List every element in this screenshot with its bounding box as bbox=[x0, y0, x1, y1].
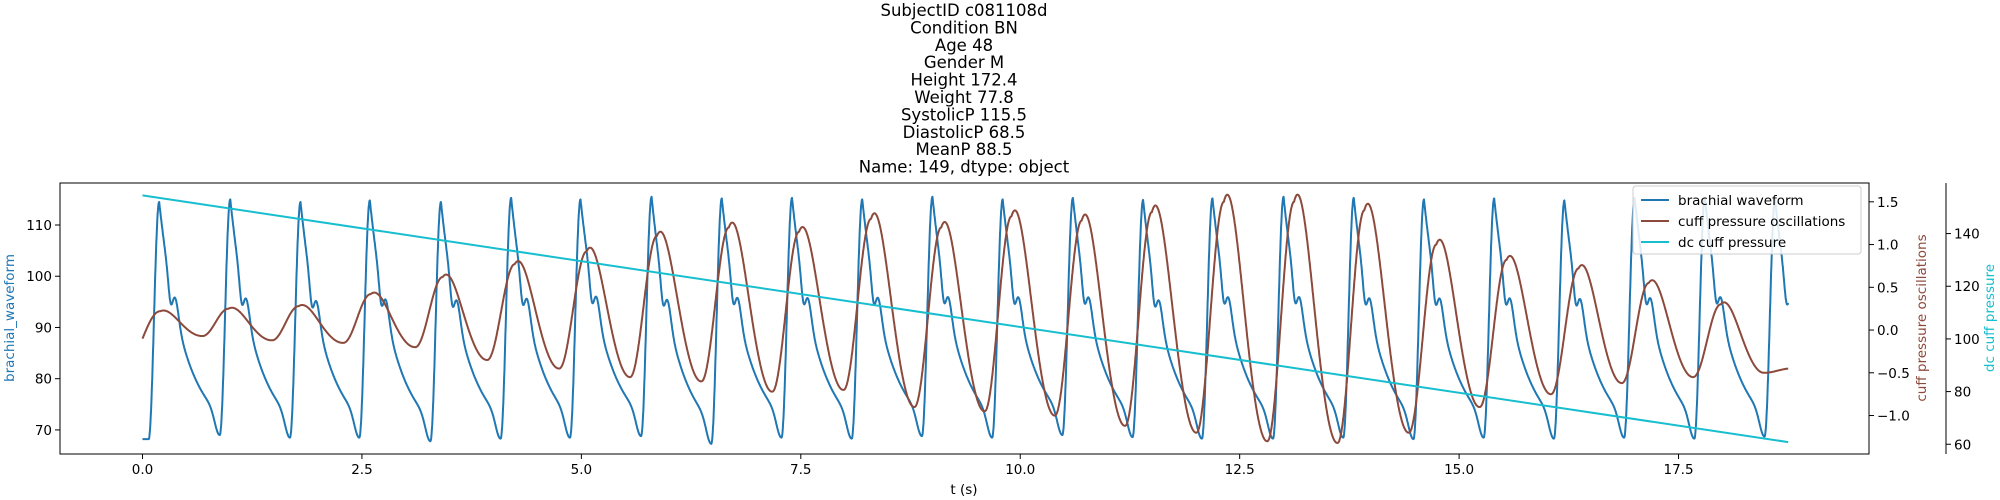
y-left-tick-label: 110 bbox=[26, 218, 52, 234]
x-tick-label: 15.0 bbox=[1444, 462, 1474, 478]
y-axis-right-dc-label: dc cuff pressure bbox=[1982, 264, 1998, 372]
y-right-oscillations-tick-label: 0.0 bbox=[1877, 323, 1898, 339]
x-axis: 0.0 2.5 5.0 7.5 10.0 12.5 15.0 17.5 bbox=[132, 454, 1694, 478]
y-axis-left: 70 80 90 100 110 bbox=[26, 218, 60, 439]
x-tick-label: 5.0 bbox=[571, 462, 592, 478]
series-layer bbox=[141, 193, 1790, 445]
x-tick-label: 7.5 bbox=[790, 462, 811, 478]
legend-box bbox=[1632, 185, 1862, 255]
title-line: MeanP 88.5 bbox=[916, 140, 1013, 159]
y-axis-right-oscillations-label: cuff pressure oscillations bbox=[1914, 234, 1930, 401]
title-line: Name: 149, dtype: object bbox=[859, 158, 1070, 177]
legend-label: dc cuff pressure bbox=[1678, 235, 1786, 251]
x-tick-label: 12.5 bbox=[1225, 462, 1255, 478]
title-line: Height 172.4 bbox=[910, 71, 1017, 90]
legend-label: cuff pressure oscillations bbox=[1678, 214, 1845, 230]
title-line: Age 48 bbox=[935, 36, 993, 55]
x-tick-label: 2.5 bbox=[351, 462, 372, 478]
title-line: DiastolicP 68.5 bbox=[903, 123, 1026, 142]
y-right-oscillations-tick-label: 1.0 bbox=[1877, 238, 1898, 254]
y-right-dc-tick-label: 120 bbox=[1954, 279, 1980, 295]
y-right-dc-tick-label: 80 bbox=[1954, 385, 1971, 401]
series-line-cuff-pressure-oscillations bbox=[141, 193, 1789, 444]
y-right-dc-tick-label: 140 bbox=[1954, 227, 1980, 243]
title-line: Weight 77.8 bbox=[914, 88, 1013, 107]
y-left-tick-label: 100 bbox=[26, 269, 52, 285]
y-left-tick-label: 80 bbox=[35, 372, 52, 388]
plot-area bbox=[59, 182, 1947, 455]
y-left-tick-label: 70 bbox=[35, 423, 52, 439]
x-tick-label: 17.5 bbox=[1664, 462, 1694, 478]
y-right-dc-tick-label: 60 bbox=[1954, 437, 1971, 453]
series-line-dc-cuff-pressure bbox=[142, 194, 1789, 444]
axes-frame bbox=[59, 182, 1870, 455]
legend: brachial waveform cuff pressure oscillati… bbox=[1632, 185, 1862, 255]
series-line-brachial-waveform bbox=[141, 195, 1790, 445]
y-axis-right-oscillations: −1.0 −0.5 0.0 0.5 1.0 1.5 bbox=[1869, 195, 1910, 425]
y-axis-right-dc: 60 80 100 120 140 bbox=[1946, 227, 1980, 453]
y-right-oscillations-tick-label: 1.5 bbox=[1877, 195, 1898, 211]
y-axis-left-label: brachial_waveform bbox=[2, 254, 18, 382]
x-tick-label: 0.0 bbox=[132, 462, 153, 478]
y-right-oscillations-tick-label: −0.5 bbox=[1877, 366, 1910, 382]
title-line: SystolicP 115.5 bbox=[901, 105, 1027, 124]
title-line: SubjectID c081108d bbox=[880, 1, 1047, 20]
y-right-oscillations-tick-label: 0.5 bbox=[1877, 280, 1898, 296]
y-left-tick-label: 90 bbox=[35, 320, 52, 336]
y-right-oscillations-tick-label: −1.0 bbox=[1877, 409, 1910, 425]
y-right-dc-tick-label: 100 bbox=[1954, 332, 1980, 348]
title-line: Condition BN bbox=[910, 18, 1018, 37]
x-axis-label: t (s) bbox=[950, 482, 977, 498]
legend-label: brachial waveform bbox=[1678, 193, 1804, 209]
x-tick-label: 10.0 bbox=[1005, 462, 1035, 478]
title-line: Gender M bbox=[924, 53, 1004, 72]
